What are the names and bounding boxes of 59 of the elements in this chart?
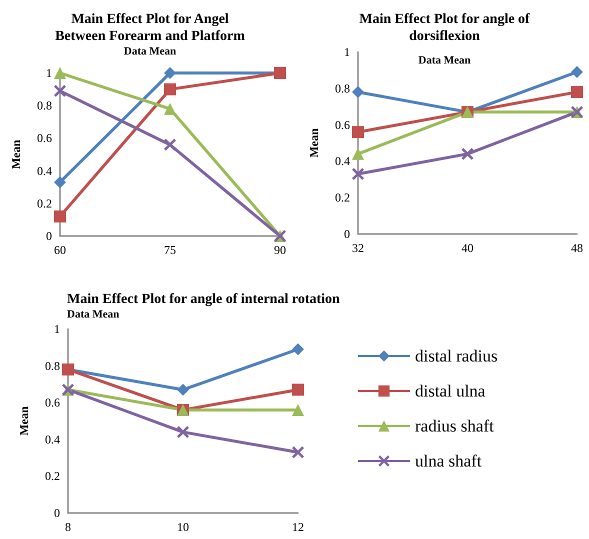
chart-subtitle: Data Mean [418,54,471,66]
y-tick-label: 0 [54,506,60,520]
point [352,86,364,98]
y-tick-label: 0.6 [335,118,350,132]
point [164,138,176,151]
x-tick-label: 40 [462,241,474,255]
point [352,126,364,138]
x-tick-label: 12 [292,520,304,534]
chart-title: Main Effect Plot for angle of internal rotation [67,292,340,307]
point [54,84,66,97]
x-tick-label: 10 [177,520,189,534]
point [571,86,583,98]
legend-label: radius shaft [415,416,494,436]
y-tick-label: 1 [344,45,350,59]
point [292,343,304,356]
point [352,168,364,180]
chart-title: Main Effect Plot for Angel Between Forearm and Platform [55,12,246,44]
y-tick-label: 0 [344,227,350,241]
point [164,83,176,96]
legend-label: distal radius [415,346,498,366]
point [462,148,474,160]
y-tick-label: 0.4 [45,432,60,446]
point [164,67,176,79]
y-tick-label: 0.6 [45,396,60,410]
point [177,426,189,438]
x-tick-label: 8 [65,520,71,534]
y-tick-label: 0.4 [335,154,350,168]
point [54,210,66,222]
y-tick-label: 0 [46,229,52,243]
legend-label: distal ulna [415,382,486,400]
point [54,67,66,79]
y-tick-label: 0.2 [335,190,350,205]
x-tick-label: 75 [164,243,176,257]
point [54,176,66,188]
chart-title: Main Effect Plot for angle of dorsiflexion [359,12,530,44]
x-tick-label: 48 [571,241,583,255]
y-tick-label: 0.4 [37,164,52,178]
legend-label: ulna shaft [415,452,482,470]
point [571,66,583,78]
x-tick-label: 90 [274,243,286,257]
y-tick-label: 0.2 [45,469,60,484]
x-tick-label: 60 [54,243,66,257]
y-axis-title: Mean [9,140,23,170]
y-tick-label: 0.8 [45,358,60,373]
y-tick-label: 0.8 [37,98,52,113]
y-tick-label: 0.8 [335,81,350,96]
y-tick-label: 1 [46,66,52,80]
point [177,384,189,396]
y-axis-title: Mean [17,406,31,436]
x-tick-label: 32 [352,241,364,255]
y-axis-title: Mean [307,128,321,158]
point [164,102,176,115]
y-tick-label: 0.6 [37,131,52,146]
y-tick-label: 0.2 [37,196,52,210]
chart-subtitle: Data Mean [67,308,120,320]
y-tick-label: 1 [54,322,60,336]
point [292,446,304,458]
point [292,384,304,396]
chart-subtitle: Data Mean [124,46,176,58]
